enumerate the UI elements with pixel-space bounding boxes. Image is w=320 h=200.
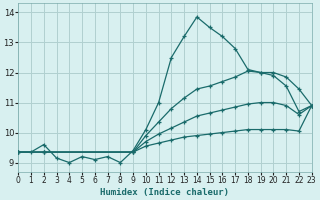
X-axis label: Humidex (Indice chaleur): Humidex (Indice chaleur) bbox=[100, 188, 229, 197]
